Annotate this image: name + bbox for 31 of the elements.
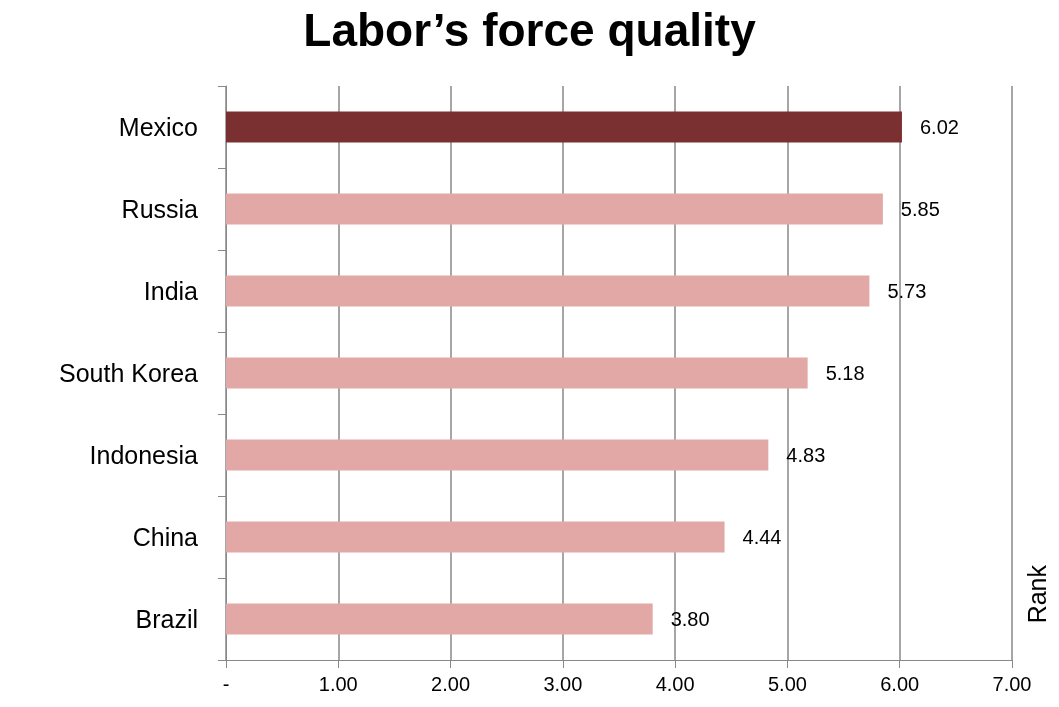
- y-tick-label: South Korea: [59, 359, 199, 387]
- data-label: 5.73: [887, 280, 927, 302]
- x-tick-label: -: [222, 673, 230, 695]
- x-tick-label: 3.00: [543, 673, 583, 695]
- bar: [226, 357, 808, 389]
- data-label: 4.83: [786, 444, 826, 466]
- bar: [226, 603, 653, 635]
- y-tick-label: India: [143, 277, 199, 305]
- chart-title: Labor’s force quality: [303, 4, 757, 56]
- x-tick-label: 4.00: [655, 673, 695, 695]
- x-tick-label: 5.00: [767, 673, 807, 695]
- data-label: 5.85: [900, 198, 940, 220]
- y-tick-label: Indonesia: [89, 441, 199, 469]
- bar: [226, 193, 883, 225]
- y-tick-label: Mexico: [118, 113, 198, 141]
- y-tick-label: China: [132, 523, 199, 551]
- data-label: 5.18: [825, 362, 865, 384]
- bar: [226, 111, 902, 143]
- y-tick-label: Russia: [121, 195, 199, 223]
- x-tick-label: 6.00: [880, 673, 920, 695]
- y-axis-title: Rank: [1022, 564, 1051, 624]
- data-label: 6.02: [919, 116, 959, 138]
- y-tick-label: Brazil: [135, 605, 198, 633]
- bar: [226, 439, 769, 471]
- bar: [226, 275, 870, 307]
- x-tick-label: 7.00: [992, 673, 1032, 695]
- bar: [226, 521, 725, 553]
- x-tick-label: 2.00: [431, 673, 471, 695]
- data-label: 4.44: [742, 526, 782, 548]
- x-tick-label: 1.00: [318, 673, 358, 695]
- data-label: 3.80: [670, 608, 710, 630]
